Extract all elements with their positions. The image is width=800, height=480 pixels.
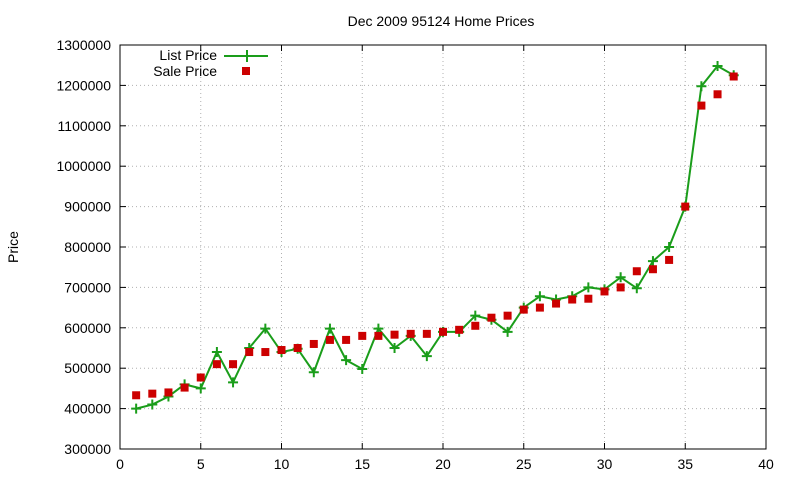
sale-price-point (568, 295, 577, 304)
sale-price-point (342, 335, 351, 344)
list-price-point (421, 351, 432, 362)
series-layer (131, 61, 739, 414)
list-price-point (712, 61, 723, 72)
list-price-point (389, 343, 400, 353)
list-price-point (260, 323, 271, 334)
sale-price-point (487, 313, 496, 322)
list-price-point (631, 283, 642, 294)
y-tick-label: 700000 (64, 279, 111, 295)
sale-price-point (471, 321, 480, 330)
sale-price-point (648, 265, 657, 274)
sale-price-point (697, 101, 706, 110)
y-tick-label: 1000000 (56, 158, 111, 174)
list-price-point (341, 355, 352, 366)
sale-price-point (293, 344, 302, 352)
sale-price-point (665, 255, 674, 264)
list-price-point (470, 310, 481, 321)
list-price-point (308, 367, 319, 378)
sale-price-point (277, 346, 286, 355)
legend: List Price Sale Price (153, 47, 268, 79)
sale-price-point (132, 391, 141, 400)
legend-label-sale-price: Sale Price (153, 63, 217, 79)
sale-price-point (406, 329, 415, 338)
axis-ticks: 0 5 10 15 20 25 30 35 40 300000 400000 500000 600000… (56, 37, 774, 472)
x-tick-label: 15 (354, 456, 370, 472)
sale-price-point (729, 72, 738, 81)
list-price-point (647, 256, 658, 267)
sale-price-point (261, 348, 270, 357)
sale-price-point (616, 283, 625, 292)
list-price-point (357, 364, 368, 375)
y-tick-label: 1200000 (56, 77, 111, 93)
sale-price-point (229, 360, 238, 369)
x-tick-label: 40 (758, 456, 774, 472)
sale-price-point (681, 202, 690, 211)
sale-price-point (552, 299, 561, 308)
sale-price-point (503, 311, 512, 320)
sale-price-point (358, 331, 367, 340)
x-tick-label: 25 (516, 456, 532, 472)
grid-lines (120, 45, 766, 449)
sale-price-point (600, 287, 609, 296)
sale-price-point (535, 303, 544, 312)
y-tick-label: 300000 (64, 441, 111, 457)
x-tick-label: 30 (597, 456, 613, 472)
list-price-point (664, 242, 675, 252)
plot-frame (119, 44, 767, 450)
list-price-point (131, 403, 142, 414)
x-tick-label: 0 (116, 456, 124, 472)
x-tick-label: 5 (197, 456, 205, 472)
sale-price-point (390, 330, 399, 339)
list-price-point (324, 323, 335, 334)
sale-price-point (519, 305, 528, 314)
list-price-line (135, 64, 735, 410)
y-tick-label: 600000 (64, 320, 111, 336)
y-axis-label: Price (5, 231, 21, 263)
sale-price-point (196, 373, 205, 382)
y-tick-label: 400000 (64, 401, 111, 417)
chart-title: Dec 2009 95124 Home Prices (348, 13, 535, 29)
list-price-point (147, 399, 158, 410)
y-tick-label: 1300000 (56, 37, 111, 53)
sale-price-point (422, 329, 431, 338)
sale-price-point (632, 267, 641, 276)
sale-price-point (180, 383, 189, 392)
sale-price-point (455, 325, 464, 334)
legend-marker-list-price (241, 50, 253, 62)
list-price-point (534, 291, 545, 302)
list-price-point (211, 347, 222, 358)
x-tick-label: 20 (435, 456, 451, 472)
sale-price-point (439, 327, 447, 336)
sale-price-point (164, 388, 173, 397)
x-tick-label: 35 (677, 456, 693, 472)
sale-price-point (309, 339, 318, 348)
y-tick-label: 500000 (64, 360, 111, 376)
y-tick-label: 900000 (64, 199, 111, 215)
sale-price-point (245, 348, 254, 357)
list-price-point (502, 326, 513, 337)
list-price-point (615, 272, 626, 283)
list-price-point (228, 377, 239, 388)
list-price-point (195, 383, 206, 394)
sale-price-point (148, 389, 157, 398)
sale-price-point (374, 331, 383, 340)
y-tick-label: 800000 (64, 239, 111, 255)
legend-marker-sale-price (242, 67, 250, 75)
y-tick-label: 1100000 (58, 118, 112, 134)
list-price-point (583, 282, 594, 293)
list-price-point (696, 81, 707, 92)
x-tick-label: 10 (274, 456, 290, 472)
sale-price-point (713, 90, 722, 99)
legend-label-list-price: List Price (159, 47, 217, 63)
sale-price-point (584, 294, 593, 303)
sale-price-point (212, 360, 221, 369)
sale-price-point (325, 335, 334, 344)
